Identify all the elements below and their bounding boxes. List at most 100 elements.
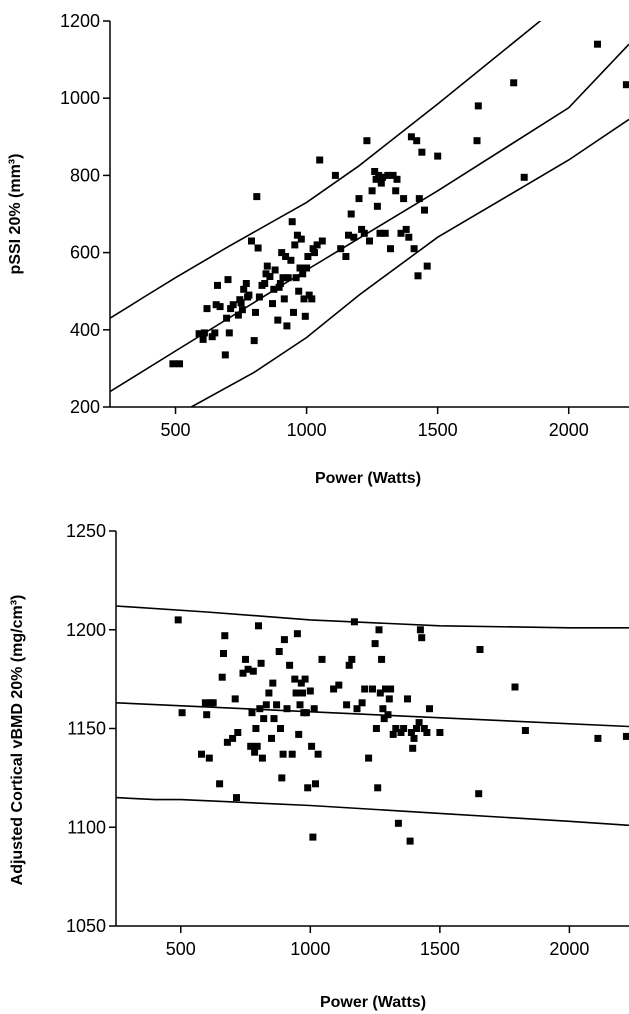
- data-point: [393, 175, 401, 183]
- data-point: [231, 695, 239, 703]
- data-point: [368, 187, 376, 195]
- data-point: [476, 646, 484, 653]
- data-point: [360, 229, 368, 237]
- data-point: [261, 280, 269, 287]
- data-point: [330, 685, 338, 693]
- data-point: [382, 685, 389, 693]
- data-point: [318, 655, 326, 663]
- data-point: [216, 780, 224, 788]
- data-point: [350, 233, 358, 241]
- data-point: [375, 626, 383, 634]
- data-point: [353, 705, 361, 713]
- data-point: [371, 640, 379, 648]
- data-point: [384, 171, 392, 179]
- data-point: [416, 626, 424, 634]
- data-point: [594, 734, 602, 742]
- data-point: [252, 308, 259, 316]
- data-point: [275, 283, 283, 291]
- data-point: [392, 187, 400, 195]
- data-point: [292, 689, 300, 697]
- data-point: [415, 195, 423, 203]
- data-point: [223, 738, 231, 746]
- y-tick-label: 1250: [66, 521, 106, 541]
- data-point: [510, 79, 518, 87]
- data-point: [282, 253, 290, 260]
- data-point: [212, 301, 220, 309]
- data-point: [426, 705, 433, 713]
- data-point: [305, 291, 313, 299]
- data-point: [511, 683, 519, 691]
- data-point: [255, 622, 262, 630]
- data-point: [358, 699, 366, 707]
- data-point: [378, 655, 386, 663]
- data-point: [381, 229, 389, 237]
- data-point: [622, 732, 629, 740]
- data-point: [273, 701, 281, 709]
- pssi-scatter-plot: 200 400 600 800 1000 1200 500 1000 1500 2000 Powe…: [7, 11, 629, 487]
- data-point: [225, 329, 233, 337]
- data-point: [299, 270, 307, 278]
- data-point: [265, 689, 273, 697]
- data-point: [297, 235, 305, 243]
- data-point: [301, 675, 309, 683]
- data-point: [400, 725, 408, 732]
- data-point: [404, 695, 411, 703]
- data-point: [292, 274, 300, 282]
- data-point: [244, 665, 252, 673]
- y-axis-title: pSSI 20% (mm³): [7, 154, 24, 275]
- data-point: [203, 305, 211, 313]
- data-point: [405, 233, 413, 241]
- data-point: [392, 725, 400, 732]
- data-point: [253, 193, 261, 201]
- data-point: [415, 719, 423, 727]
- plot-area: 200 400 600 800 1000 1200 500 1000 1500 2000: [60, 11, 629, 440]
- data-point: [421, 206, 428, 214]
- data-point: [252, 725, 260, 732]
- x-tick-label: 2000: [549, 420, 589, 440]
- data-point: [266, 273, 274, 280]
- data-point: [380, 715, 388, 723]
- data-point: [379, 705, 387, 713]
- data-point: [269, 300, 276, 308]
- data-point: [387, 685, 395, 693]
- data-point: [397, 729, 405, 736]
- data-point: [474, 102, 482, 110]
- data-point: [255, 293, 263, 301]
- data-point: [358, 225, 366, 233]
- data-point: [284, 274, 292, 282]
- data-point: [337, 245, 345, 253]
- data-point: [242, 655, 249, 663]
- data-point: [260, 715, 268, 723]
- data-point: [423, 262, 431, 270]
- data-point: [262, 701, 270, 709]
- data-point: [198, 750, 205, 758]
- data-point: [434, 152, 442, 160]
- data-point: [176, 360, 183, 368]
- data-point: [377, 179, 385, 187]
- data-point: [221, 632, 229, 640]
- data-point: [227, 305, 235, 313]
- data-point: [169, 360, 177, 368]
- data-point: [389, 171, 397, 179]
- data-point: [300, 295, 308, 303]
- data-point: [268, 734, 275, 742]
- data-point: [394, 819, 402, 827]
- data-point: [203, 711, 211, 719]
- data-point: [409, 744, 417, 752]
- vbmd-chart: 1050 1100 1150 1200 1250 500 1000 1500 2000 Powe…: [0, 510, 629, 1014]
- data-point: [436, 729, 444, 736]
- data-point: [342, 253, 350, 260]
- data-point: [248, 237, 255, 245]
- data-point: [372, 175, 380, 183]
- data-point: [286, 661, 294, 669]
- data-point: [291, 675, 299, 683]
- data-point: [389, 730, 397, 738]
- data-point: [271, 266, 279, 274]
- data-point: [256, 705, 264, 713]
- data-point: [257, 659, 265, 667]
- data-point: [306, 687, 314, 695]
- data-point: [233, 794, 240, 802]
- data-point: [221, 351, 229, 359]
- data-point: [406, 837, 414, 845]
- data-point: [279, 274, 287, 282]
